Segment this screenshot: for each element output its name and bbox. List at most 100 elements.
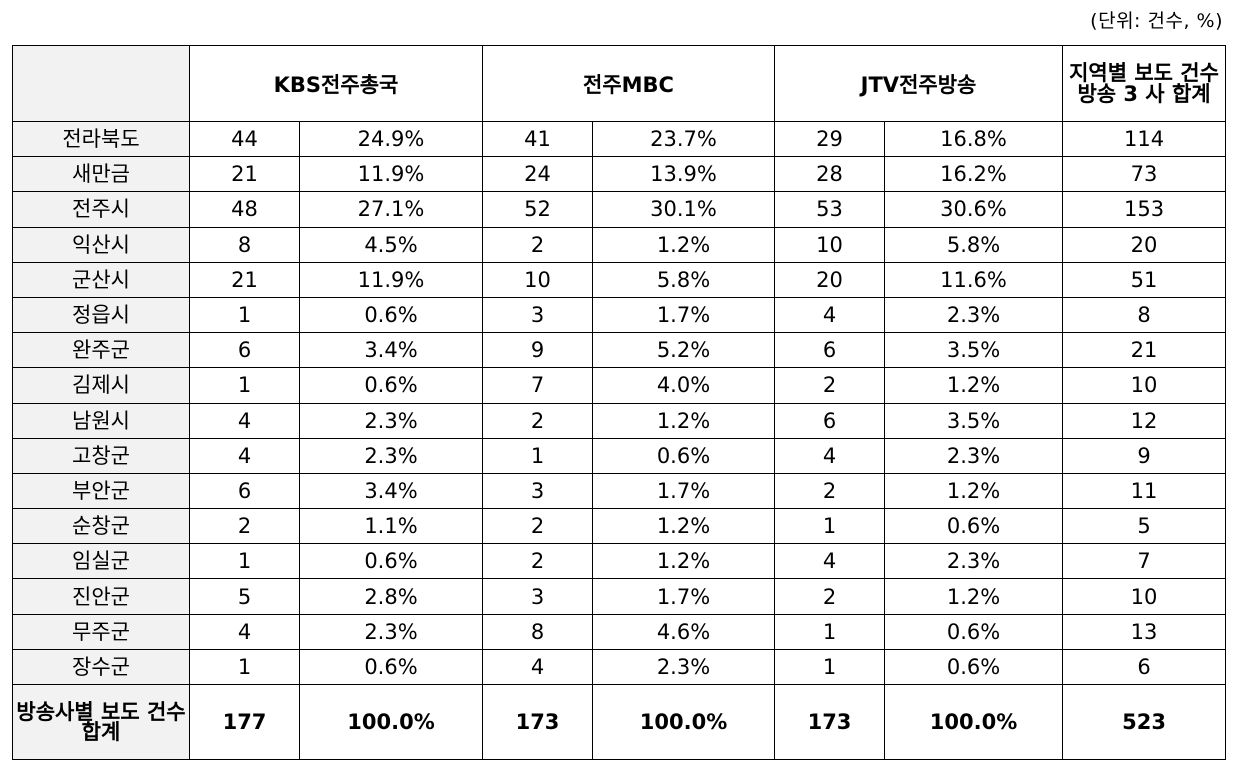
sum-cell: 6 — [1062, 648, 1227, 686]
table-row: 장수군 1 0.6% 4 2.3% 1 0.6% 6 — [12, 648, 1227, 686]
mbc-count-cell: 8 — [482, 613, 593, 650]
kbs-count-cell: 6 — [189, 332, 300, 369]
mbc-percent-cell: 1.2% — [592, 508, 775, 545]
jtv-percent-cell: 16.2% — [883, 156, 1064, 193]
jtv-percent-cell: 0.6% — [883, 613, 1064, 650]
mbc-percent-cell: 5.8% — [592, 261, 775, 298]
sum-cell: 20 — [1062, 226, 1227, 263]
totals-row: 방송사별 보도 건수 합계 177 100.0% 173 100.0% 173 … — [12, 684, 1227, 760]
region-cell: 정읍시 — [12, 296, 190, 334]
sum-cell: 114 — [1062, 120, 1227, 158]
jtv-percent-cell: 2.3% — [883, 296, 1064, 334]
sum-cell: 10 — [1062, 578, 1227, 615]
unit-label: (단위: 건수, %) — [1090, 10, 1223, 32]
jtv-percent-cell: 2.3% — [883, 437, 1064, 474]
region-cell: 부안군 — [12, 472, 190, 510]
totals-kbs-count: 177 — [189, 684, 300, 760]
kbs-count-cell: 6 — [189, 472, 300, 510]
kbs-percent-cell: 0.6% — [299, 367, 483, 404]
jtv-count-cell: 2 — [774, 578, 885, 615]
jtv-count-cell: 10 — [774, 226, 885, 263]
table-row: 군산시 21 11.9% 10 5.8% 20 11.6% 51 — [12, 261, 1227, 298]
header-mbc: 전주MBC — [482, 45, 775, 122]
totals-mbc-count: 173 — [482, 684, 593, 760]
region-cell: 새만금 — [12, 156, 190, 193]
table-header: KBS전주총국 전주MBC JTV전주방송 지역별 보도 건수 방송 3 사 합… — [12, 45, 1227, 122]
jtv-percent-cell: 1.2% — [883, 472, 1064, 510]
kbs-count-cell: 2 — [189, 508, 300, 545]
region-cell: 익산시 — [12, 226, 190, 263]
table-row: 김제시 1 0.6% 7 4.0% 2 1.2% 10 — [12, 367, 1227, 404]
kbs-percent-cell: 2.3% — [299, 613, 483, 650]
region-cell: 무주군 — [12, 613, 190, 650]
jtv-percent-cell: 11.6% — [883, 261, 1064, 298]
kbs-count-cell: 44 — [189, 120, 300, 158]
mbc-count-cell: 7 — [482, 367, 593, 404]
jtv-percent-cell: 1.2% — [883, 578, 1064, 615]
kbs-count-cell: 1 — [189, 543, 300, 580]
kbs-percent-cell: 11.9% — [299, 261, 483, 298]
jtv-count-cell: 1 — [774, 613, 885, 650]
region-cell: 전라북도 — [12, 120, 190, 158]
mbc-count-cell: 3 — [482, 472, 593, 510]
header-corner-cell — [12, 45, 190, 122]
mbc-count-cell: 10 — [482, 261, 593, 298]
table-footer: 방송사별 보도 건수 합계 177 100.0% 173 100.0% 173 … — [12, 684, 1227, 760]
sum-cell: 8 — [1062, 296, 1227, 334]
jtv-count-cell: 1 — [774, 508, 885, 545]
mbc-percent-cell: 23.7% — [592, 120, 775, 158]
sum-cell: 9 — [1062, 437, 1227, 474]
kbs-percent-cell: 27.1% — [299, 191, 483, 228]
kbs-count-cell: 21 — [189, 156, 300, 193]
header-sum: 지역별 보도 건수 방송 3 사 합계 — [1062, 45, 1227, 122]
kbs-percent-cell: 2.8% — [299, 578, 483, 615]
region-cell: 남원시 — [12, 402, 190, 439]
jtv-count-cell: 1 — [774, 648, 885, 686]
kbs-count-cell: 4 — [189, 613, 300, 650]
sum-cell: 51 — [1062, 261, 1227, 298]
sum-cell: 13 — [1062, 613, 1227, 650]
jtv-count-cell: 53 — [774, 191, 885, 228]
mbc-percent-cell: 4.0% — [592, 367, 775, 404]
totals-sum: 523 — [1062, 684, 1227, 760]
mbc-percent-cell: 1.2% — [592, 402, 775, 439]
jtv-percent-cell: 3.5% — [883, 332, 1064, 369]
mbc-percent-cell: 2.3% — [592, 648, 775, 686]
table-row: 새만금 21 11.9% 24 13.9% 28 16.2% 73 — [12, 156, 1227, 193]
region-report-table: KBS전주총국 전주MBC JTV전주방송 지역별 보도 건수 방송 3 사 합… — [12, 45, 1227, 760]
kbs-percent-cell: 2.3% — [299, 437, 483, 474]
jtv-count-cell: 28 — [774, 156, 885, 193]
totals-jtv-count: 173 — [774, 684, 885, 760]
kbs-percent-cell: 2.3% — [299, 402, 483, 439]
kbs-percent-cell: 1.1% — [299, 508, 483, 545]
mbc-count-cell: 2 — [482, 508, 593, 545]
mbc-percent-cell: 1.2% — [592, 226, 775, 263]
kbs-count-cell: 48 — [189, 191, 300, 228]
table-row: 정읍시 1 0.6% 3 1.7% 4 2.3% 8 — [12, 296, 1227, 334]
mbc-percent-cell: 4.6% — [592, 613, 775, 650]
mbc-count-cell: 24 — [482, 156, 593, 193]
mbc-count-cell: 2 — [482, 226, 593, 263]
jtv-percent-cell: 1.2% — [883, 367, 1064, 404]
sum-cell: 153 — [1062, 191, 1227, 228]
region-cell: 김제시 — [12, 367, 190, 404]
kbs-percent-cell: 11.9% — [299, 156, 483, 193]
jtv-percent-cell: 0.6% — [883, 648, 1064, 686]
jtv-percent-cell: 0.6% — [883, 508, 1064, 545]
kbs-count-cell: 4 — [189, 402, 300, 439]
jtv-percent-cell: 5.8% — [883, 226, 1064, 263]
jtv-percent-cell: 30.6% — [883, 191, 1064, 228]
jtv-count-cell: 2 — [774, 472, 885, 510]
mbc-percent-cell: 1.7% — [592, 578, 775, 615]
table-row: 고창군 4 2.3% 1 0.6% 4 2.3% 9 — [12, 437, 1227, 474]
region-cell: 장수군 — [12, 648, 190, 686]
table-row: 남원시 4 2.3% 2 1.2% 6 3.5% 12 — [12, 402, 1227, 439]
totals-jtv-percent: 100.0% — [883, 684, 1064, 760]
table-row: 전주시 48 27.1% 52 30.1% 53 30.6% 153 — [12, 191, 1227, 228]
mbc-percent-cell: 1.7% — [592, 296, 775, 334]
table-row: 진안군 5 2.8% 3 1.7% 2 1.2% 10 — [12, 578, 1227, 615]
kbs-count-cell: 1 — [189, 648, 300, 686]
jtv-percent-cell: 2.3% — [883, 543, 1064, 580]
table-row: 무주군 4 2.3% 8 4.6% 1 0.6% 13 — [12, 613, 1227, 650]
table-row: 익산시 8 4.5% 2 1.2% 10 5.8% 20 — [12, 226, 1227, 263]
